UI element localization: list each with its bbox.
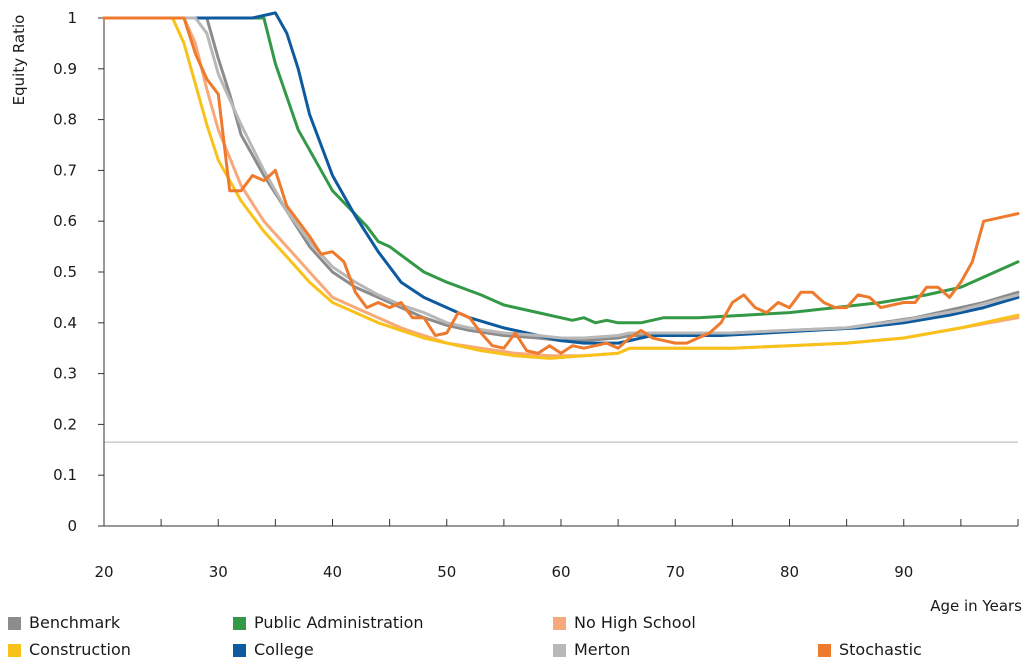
x-tick-label: 30 (209, 563, 228, 581)
y-axis-title: Equity Ratio (10, 15, 28, 106)
series-line-merton (102, 16, 1020, 340)
y-tick-label: 0.3 (53, 365, 77, 383)
x-axis-title: Age in Years (930, 597, 1022, 615)
tick-labels: 0 0.1 0.2 0.3 0.4 0.5 0.6 0.7 0.8 0.9 1 20 30 40 50 60 7… (53, 9, 913, 581)
series-lines (102, 11, 1020, 360)
y-tick-label: 0 (67, 517, 77, 535)
y-tick-label: 0.5 (53, 263, 77, 281)
x-tick-label: 90 (894, 563, 913, 581)
x-tick-label: 50 (437, 563, 456, 581)
x-tick-label: 80 (780, 563, 799, 581)
series-line-benchmark (102, 16, 1020, 343)
y-tick-label: 0.2 (53, 415, 77, 433)
x-tick-label: 40 (323, 563, 342, 581)
y-tick-label: 0.8 (53, 111, 77, 129)
series-line-college (102, 11, 1020, 345)
y-tick-label: 0.7 (53, 161, 77, 179)
series-line-no-high-school (102, 16, 1020, 358)
x-tick-label: 20 (94, 563, 113, 581)
series-line-public-administration (102, 16, 1020, 325)
series-line-stochastic (102, 16, 1020, 355)
y-tick-label: 0.1 (53, 466, 77, 484)
y-tick-label: 0.4 (53, 314, 77, 332)
y-tick-label: 1 (67, 9, 77, 27)
y-tick-label: 0.6 (53, 212, 77, 230)
x-tick-label: 60 (551, 563, 570, 581)
series-line-construction (102, 16, 1020, 360)
axes (98, 17, 1019, 527)
x-tick-label: 70 (666, 563, 685, 581)
y-tick-label: 0.9 (53, 60, 77, 78)
